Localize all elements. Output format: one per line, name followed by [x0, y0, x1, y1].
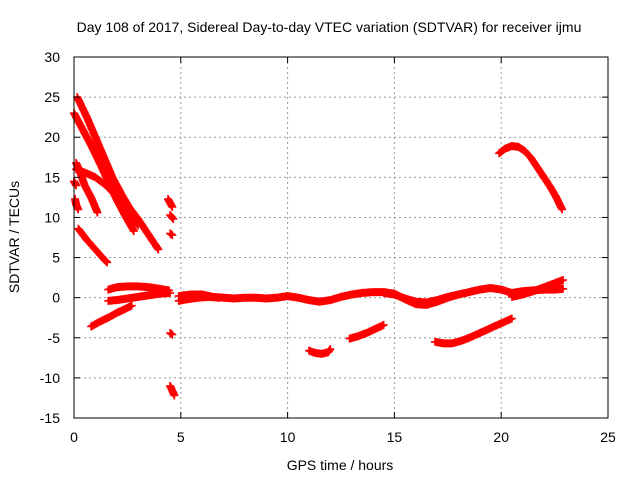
data-point-trace	[166, 229, 177, 240]
y-tick-label: 5	[52, 250, 60, 266]
series-arc-12	[166, 211, 178, 223]
series-arc-13	[166, 229, 177, 240]
data-point-trace	[72, 165, 143, 230]
data-point-trace	[71, 195, 83, 214]
data-point-trace	[104, 288, 175, 305]
y-tick-label: 10	[44, 209, 60, 225]
series-arc-6	[71, 195, 83, 214]
data-point-trace	[104, 282, 174, 295]
y-tick-label: -15	[40, 410, 60, 426]
x-tick-label: 5	[177, 429, 185, 445]
y-tick-label: 15	[44, 169, 60, 185]
series-arc-17	[174, 292, 224, 305]
series-arc-23	[495, 142, 567, 214]
series-arc-4	[72, 165, 143, 230]
data-point-trace	[87, 301, 136, 331]
data-point-trace	[166, 211, 178, 223]
data-point-trace	[431, 314, 516, 348]
series-arc-21	[345, 320, 388, 343]
y-axis-label: SDTVAR / TECUs	[6, 181, 22, 293]
series-arc-15	[166, 381, 179, 400]
axis-ticks: 0 5 10 15 20 25 -15 -10 -5 0 5 10 15 20 25 30	[40, 49, 616, 445]
data-point-trace	[164, 195, 177, 211]
y-tick-label: 20	[44, 129, 60, 145]
x-tick-label: 20	[493, 429, 509, 445]
y-tick-label: -10	[40, 370, 60, 386]
series-arc-18	[379, 288, 463, 307]
y-tick-label: 30	[44, 49, 60, 65]
series-arc-8	[104, 282, 174, 295]
data-point-trace	[166, 329, 177, 339]
y-tick-label: -5	[48, 330, 61, 346]
data-markers	[70, 93, 568, 400]
series-arc-11	[164, 195, 177, 211]
data-point-trace	[174, 292, 224, 305]
data-point-trace	[495, 142, 567, 214]
x-tick-label: 15	[387, 429, 403, 445]
series-arc-14	[166, 329, 177, 339]
data-point-trace	[345, 320, 388, 343]
x-tick-label: 10	[280, 429, 296, 445]
data-point-trace	[166, 381, 179, 400]
series-arc-10	[87, 301, 136, 331]
series-arc-9	[104, 288, 175, 305]
series-arc-20	[305, 345, 335, 358]
x-tick-label: 25	[600, 429, 616, 445]
data-point-trace	[507, 276, 568, 301]
y-tick-label: 0	[52, 290, 60, 306]
data-point-trace	[305, 345, 335, 358]
series-arc-19	[507, 276, 568, 301]
plot-frame	[73, 56, 609, 419]
x-axis-label: GPS time / hours	[287, 457, 394, 473]
y-tick-label: 25	[44, 89, 60, 105]
x-tick-label: 0	[70, 429, 78, 445]
series-arc-22	[431, 314, 516, 348]
chart-title: Day 108 of 2017, Sidereal Day-to-day VTE…	[77, 19, 582, 35]
data-point-trace	[379, 288, 463, 307]
series-arc-7	[74, 224, 112, 267]
data-point-trace	[74, 224, 112, 267]
